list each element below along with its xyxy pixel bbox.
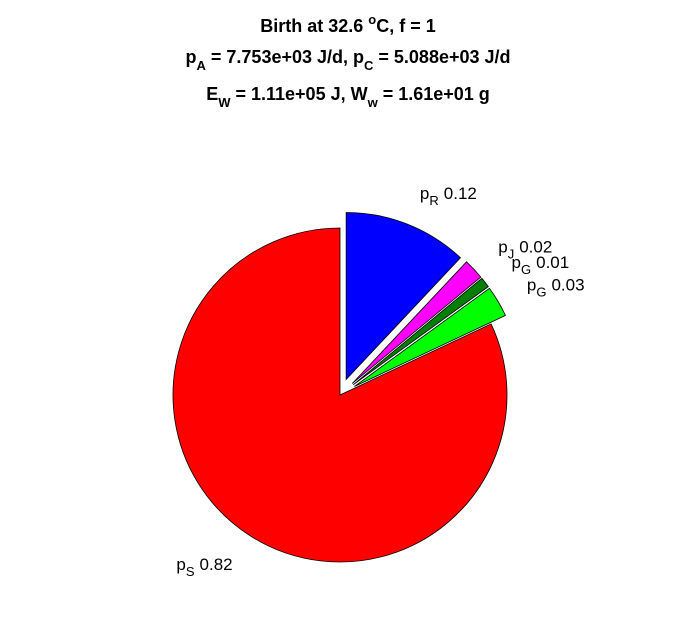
label-subscript: J — [508, 246, 515, 261]
title-text: p — [186, 47, 197, 67]
slice-label: pG 0.03 — [527, 275, 585, 299]
title-subscript: w — [367, 95, 379, 110]
title-superscript: o — [368, 12, 376, 27]
chart-title: pA = 7.753e+03 J/d, pC = 5.088e+03 J/d — [186, 47, 511, 73]
title-text: Birth at 32.6 — [260, 16, 368, 36]
title-text: = 7.753e+03 J/d, p — [206, 47, 364, 67]
title-subscript: W — [218, 95, 231, 110]
label-value: 0.01 — [536, 253, 569, 272]
label-base: p — [498, 237, 507, 256]
title-subscript: C — [364, 58, 374, 73]
slice-label: pG 0.01 — [512, 253, 570, 277]
pie-slice — [345, 212, 462, 381]
chart-title: EW = 1.11e+05 J, Ww = 1.61e+01 g — [206, 84, 490, 110]
title-text: E — [206, 84, 218, 104]
label-base: p — [527, 275, 536, 294]
slice-label: pR 0.12 — [420, 184, 477, 208]
label-value: 0.03 — [551, 275, 584, 294]
title-text: C, f = 1 — [376, 16, 436, 36]
label-base: p — [176, 555, 185, 574]
pie-slice — [354, 287, 507, 387]
label-subscript: G — [536, 284, 546, 299]
title-text: = 1.11e+05 J, W — [230, 84, 367, 104]
pie-slice — [351, 261, 482, 384]
label-base: p — [512, 253, 521, 272]
pie-slice — [172, 227, 508, 563]
pie-slice — [352, 277, 489, 386]
label-subscript: S — [186, 564, 195, 579]
slice-label: pS 0.82 — [176, 555, 232, 579]
title-subscript: A — [197, 58, 207, 73]
label-value: 0.02 — [519, 237, 552, 256]
label-subscript: G — [521, 262, 531, 277]
label-base: p — [420, 184, 429, 203]
title-text: = 5.088e+03 J/d — [373, 47, 510, 67]
label-subscript: R — [429, 193, 438, 208]
title-text: = 1.61e+01 g — [378, 84, 490, 104]
label-value: 0.12 — [444, 184, 477, 203]
slice-label: pJ 0.02 — [498, 237, 552, 261]
label-value: 0.82 — [200, 555, 233, 574]
chart-title: Birth at 32.6 oC, f = 1 — [260, 12, 436, 36]
